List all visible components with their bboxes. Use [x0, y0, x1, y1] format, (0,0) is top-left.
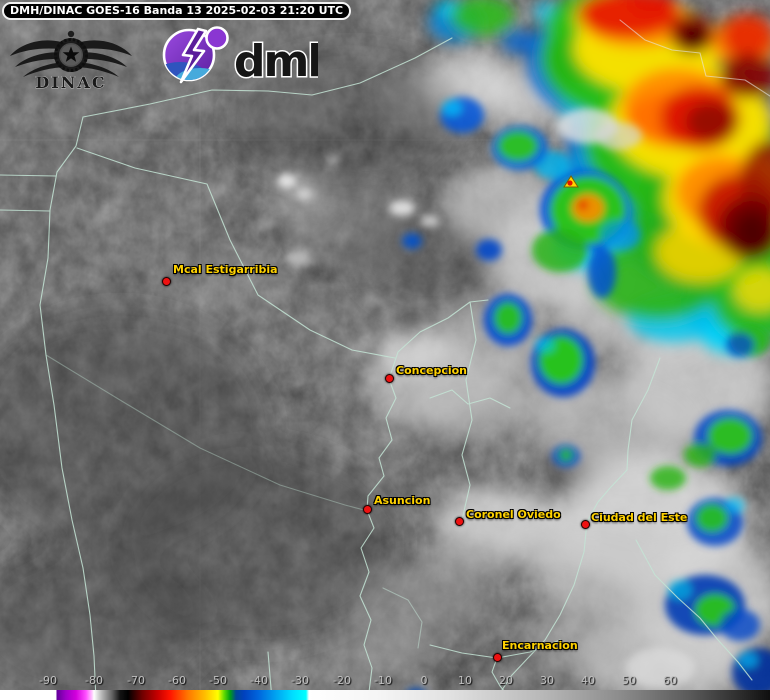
- city-dot: [363, 505, 372, 514]
- city-label: Coronel Oviedo: [466, 508, 561, 521]
- convective-cells: [402, 97, 770, 700]
- dmh-cloud-icon: [162, 26, 229, 84]
- dinac-logo-text: DINAC: [35, 73, 106, 92]
- city-dot: [581, 520, 590, 529]
- colorbar-tick-label: -70: [127, 674, 145, 687]
- city-label: Ciudad del Este: [591, 511, 688, 524]
- colorbar-tick-label: -20: [333, 674, 351, 687]
- cloud-layer: [270, 52, 770, 700]
- colorbar-tick-label: 50: [622, 674, 636, 687]
- dmh-logo: dmh: [158, 24, 340, 94]
- city-dot: [385, 374, 394, 383]
- city-label: Concepcion: [396, 364, 467, 377]
- colorbar-tick-label: 30: [540, 674, 554, 687]
- colorbar-tick-label: 40: [581, 674, 595, 687]
- colorbar-tick-label: -40: [250, 674, 268, 687]
- colorbar-tick-label: -90: [39, 674, 57, 687]
- colorbar-tick-label: -50: [209, 674, 227, 687]
- city-dot: [162, 277, 171, 286]
- dmh-logo-text: dmh: [234, 36, 318, 87]
- colorbar-tick-label: -60: [168, 674, 186, 687]
- colorbar-tick-label: -80: [85, 674, 103, 687]
- colorbar-tick-label: -30: [291, 674, 309, 687]
- dinac-logo: DINAC: [6, 18, 136, 98]
- colorbar: [0, 690, 770, 700]
- storm-warning-marker-icon: [563, 175, 579, 188]
- city-label: Encarnacion: [502, 639, 578, 652]
- colorbar-tick-label: 20: [499, 674, 513, 687]
- border-lines: [0, 19, 770, 700]
- image-title: DMH/DINAC GOES-16 Banda 13 2025-02-03 21…: [2, 2, 352, 20]
- dark-cloud-shading: [0, 50, 640, 700]
- city-label: Mcal Estigarribia: [173, 263, 278, 276]
- dinac-emblem: [54, 30, 88, 72]
- colorbar-tick-label: 10: [458, 674, 472, 687]
- lightning-bolt-icon: [179, 27, 208, 84]
- city-dot: [455, 517, 464, 526]
- city-label: Asuncion: [374, 494, 431, 507]
- colorbar-tick-label: 60: [663, 674, 677, 687]
- colorbar-tick-label: -10: [374, 674, 392, 687]
- small-clouds: [258, 53, 695, 688]
- colorbar-tick-label: 0: [420, 674, 428, 687]
- storm-overlay: [429, 0, 770, 354]
- city-dot: [493, 653, 502, 662]
